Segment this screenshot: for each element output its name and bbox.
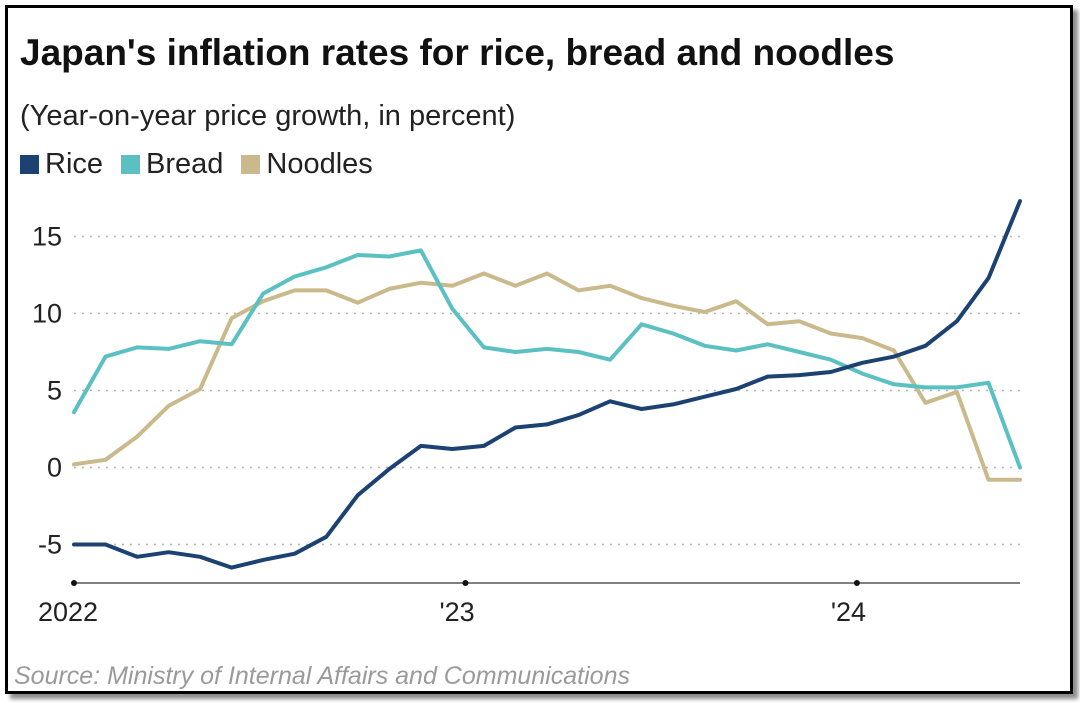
legend-swatch-noodles <box>241 155 261 174</box>
y-tick-label: 15 <box>32 222 62 252</box>
legend-swatch-rice <box>20 155 39 174</box>
legend-swatch-bread <box>121 155 141 174</box>
legend-item-rice: Rice <box>20 148 103 181</box>
y-tick-label: -5 <box>38 530 62 560</box>
legend-label-bread: Bread <box>146 148 224 180</box>
x-tick-label: '24 <box>831 597 866 627</box>
legend-item-noodles: Noodles <box>241 148 373 181</box>
legend-item-bread: Bread <box>121 148 223 181</box>
series-line-bread <box>72 248 1022 470</box>
y-tick-label: 0 <box>47 453 62 483</box>
chart-subtitle: (Year-on-year price growth, in percent) <box>20 100 516 132</box>
x-tick-mark <box>853 580 860 586</box>
x-tick-mark <box>71 580 77 586</box>
chart-source: Source: Ministry of Internal Affairs and… <box>14 662 630 690</box>
y-tick-label: 5 <box>47 376 62 406</box>
x-tick-label: '23 <box>439 597 474 627</box>
y-tick-label: 10 <box>32 299 62 329</box>
series-line-noodles <box>72 271 1022 482</box>
legend-label-noodles: Noodles <box>266 148 373 180</box>
chart-legend: Rice Bread Noodles <box>20 148 391 181</box>
x-tick-label: 2022 <box>38 597 98 627</box>
legend-label-rice: Rice <box>45 148 104 180</box>
x-tick-mark <box>462 580 469 586</box>
series-line-rice <box>72 199 1022 570</box>
chart-title: Japan's inflation rates for rice, bread … <box>20 32 895 73</box>
chart-frame: Japan's inflation rates for rice, bread … <box>5 5 1073 694</box>
line-chart: -5 0 5 10 15 2022 '23 '24 <box>32 199 1022 627</box>
